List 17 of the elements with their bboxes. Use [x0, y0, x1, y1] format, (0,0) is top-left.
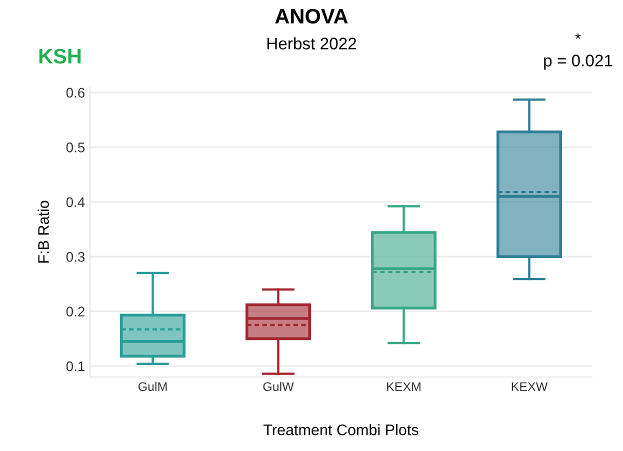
text: *	[575, 33, 581, 39]
y-tick-label: 0.6	[66, 88, 85, 98]
text: KSH	[39, 48, 81, 64]
chart-subtitle: Herbst 2022	[267, 37, 356, 50]
chart-title: ANOVA	[275, 8, 348, 24]
x-tick-label: KEXM	[387, 382, 420, 391]
y-tick-label: 0.5	[66, 142, 85, 152]
x-tick-label: GulM	[138, 382, 167, 392]
text: p = 0.021	[544, 54, 612, 70]
y-axis-title: F:B Ratio	[38, 200, 49, 263]
x-tick-label: KEXW	[512, 382, 548, 391]
x-tick-label: GulW	[263, 382, 294, 392]
y-tick-label: 0.4	[66, 197, 85, 208]
y-tick-label: 0.3	[66, 252, 85, 262]
y-tick-label: 0.2	[66, 306, 84, 317]
y-tick-label: 0.1	[66, 361, 84, 372]
x-axis-title: Treatment Combi Plots	[264, 424, 418, 436]
